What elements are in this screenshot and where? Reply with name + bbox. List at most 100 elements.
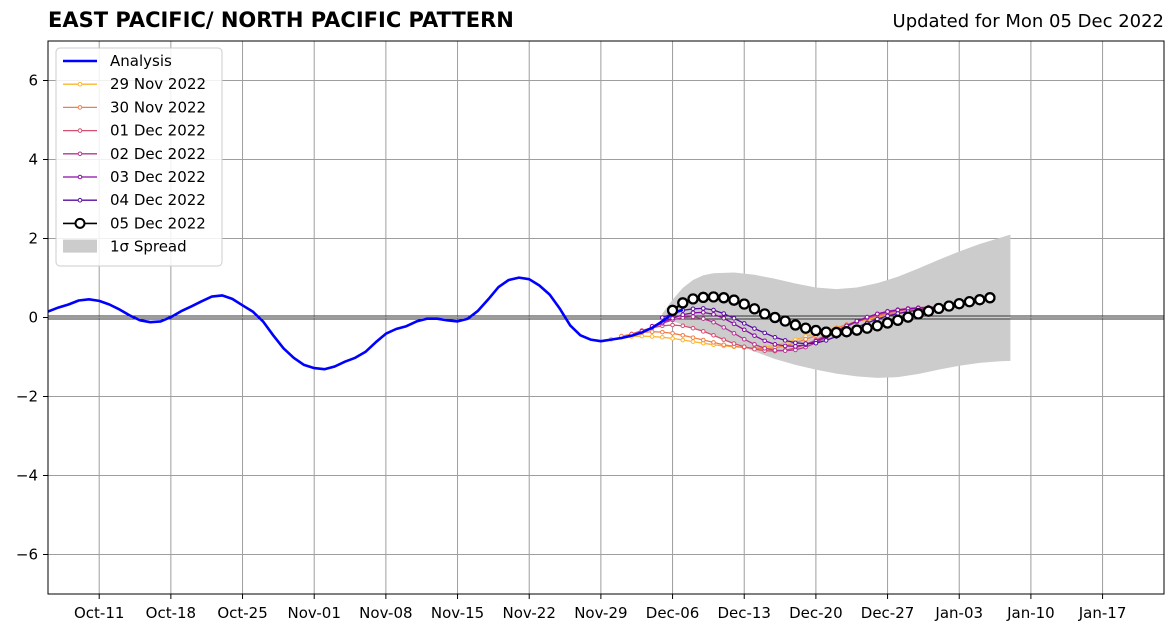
x-tick-label: Jan-10 bbox=[1006, 604, 1055, 622]
forecast-point bbox=[721, 342, 727, 348]
legend-marker bbox=[77, 174, 83, 180]
forecast-point bbox=[700, 310, 706, 315]
forecast-point bbox=[800, 322, 812, 334]
y-tick-label: 2 bbox=[28, 230, 38, 248]
legend-label: Analysis bbox=[110, 52, 172, 70]
x-tick-label: Nov-29 bbox=[574, 604, 627, 622]
forecast-point bbox=[721, 337, 727, 342]
forecast-point bbox=[731, 315, 737, 321]
forecast-point bbox=[803, 341, 808, 346]
forecast-point bbox=[881, 317, 894, 329]
forecast-point bbox=[738, 298, 750, 310]
x-tick-label: Dec-27 bbox=[861, 604, 915, 622]
forecast-point bbox=[711, 307, 716, 313]
forecast-point bbox=[660, 315, 665, 320]
plot-frame bbox=[47, 40, 1165, 595]
y-tick-label: −4 bbox=[16, 467, 38, 485]
forecast-point bbox=[974, 294, 986, 306]
legend-marker bbox=[77, 128, 83, 133]
forecast-point bbox=[649, 334, 655, 339]
forecast-point bbox=[680, 312, 686, 318]
forecast-point bbox=[769, 311, 781, 324]
x-tick-label: Dec-06 bbox=[646, 604, 700, 622]
forecast-point bbox=[670, 331, 675, 336]
forecast-point bbox=[721, 311, 727, 316]
forecast-point bbox=[782, 343, 788, 349]
forecast-point bbox=[772, 347, 778, 353]
forecast-point bbox=[854, 318, 860, 324]
forecast-point bbox=[728, 294, 740, 306]
forecast-point bbox=[690, 310, 696, 316]
legend-swatch bbox=[63, 239, 97, 253]
forecast-point bbox=[912, 308, 924, 320]
y-tick-label: −6 bbox=[16, 546, 38, 564]
forecast-point bbox=[885, 313, 890, 319]
chart-title: EAST PACIFIC/ NORTH PACIFIC PATTERN bbox=[48, 8, 514, 32]
legend-marker bbox=[77, 197, 83, 203]
forecast-point bbox=[752, 326, 757, 331]
forecast-point bbox=[670, 315, 675, 321]
forecast-point bbox=[660, 334, 665, 340]
forecast-point bbox=[851, 324, 863, 336]
series-layer bbox=[47, 276, 996, 371]
forecast-point bbox=[690, 314, 696, 320]
legend-label: 30 Nov 2022 bbox=[110, 98, 206, 116]
forecast-point bbox=[782, 338, 788, 343]
x-tick-label: Dec-13 bbox=[717, 604, 771, 622]
forecast-point bbox=[943, 300, 955, 312]
forecast-point bbox=[762, 338, 767, 344]
forecast-point bbox=[803, 336, 808, 342]
legend: Analysis 29 Nov 2022 30 Nov 2022 01 Dec 202… bbox=[55, 47, 223, 267]
forecast-point bbox=[690, 325, 696, 331]
forecast-point bbox=[953, 298, 965, 310]
forecast-point bbox=[875, 311, 880, 317]
forecast-point bbox=[892, 314, 904, 326]
y-tick-label: 6 bbox=[28, 72, 38, 90]
legend-marker bbox=[77, 105, 83, 110]
forecast-point bbox=[772, 342, 778, 347]
x-tick-label: Oct-11 bbox=[74, 604, 124, 622]
forecast-point bbox=[762, 346, 767, 351]
legend-box bbox=[55, 47, 223, 267]
forecast-point bbox=[697, 291, 709, 303]
forecast-series-top bbox=[666, 291, 996, 339]
forecast-point bbox=[721, 315, 727, 321]
forecast-point bbox=[670, 336, 675, 341]
analysis-line bbox=[47, 276, 684, 371]
legend-marker bbox=[77, 151, 83, 157]
forecast-point bbox=[748, 303, 761, 315]
forecast-point bbox=[820, 326, 832, 338]
forecast-point bbox=[690, 335, 696, 340]
forecast-point bbox=[933, 302, 945, 315]
forecast-point bbox=[772, 334, 778, 340]
forecast-point bbox=[741, 327, 747, 333]
forecast-point bbox=[677, 297, 689, 309]
legend-label: 01 Dec 2022 bbox=[110, 122, 206, 140]
forecast-point bbox=[759, 308, 771, 320]
forecast-point bbox=[793, 340, 798, 346]
x-tick-label: Oct-25 bbox=[217, 604, 267, 622]
forecast-point bbox=[711, 340, 716, 345]
forecast-point bbox=[731, 321, 737, 327]
forecast-point bbox=[690, 339, 696, 344]
forecast-point bbox=[779, 315, 791, 327]
y-tick-label: 0 bbox=[28, 309, 38, 327]
legend-label: 05 Dec 2022 bbox=[110, 214, 206, 232]
legend-label: 29 Nov 2022 bbox=[110, 75, 206, 93]
x-tick-label: Oct-18 bbox=[146, 604, 196, 622]
forecast-point bbox=[752, 342, 757, 347]
forecast-point bbox=[660, 329, 665, 335]
forecast-point bbox=[885, 309, 890, 314]
forecast-point bbox=[680, 337, 686, 343]
forecast-point bbox=[700, 337, 706, 343]
forecast-point bbox=[810, 324, 822, 337]
forecast-point bbox=[864, 314, 870, 320]
forecast-point bbox=[680, 332, 686, 338]
zero-line-layer bbox=[48, 315, 1164, 320]
forecast-point bbox=[752, 346, 757, 352]
forecast-point bbox=[741, 336, 747, 342]
forecast-point bbox=[922, 305, 935, 317]
legend-label: 1σ Spread bbox=[110, 238, 187, 256]
forecast-point bbox=[741, 321, 747, 326]
